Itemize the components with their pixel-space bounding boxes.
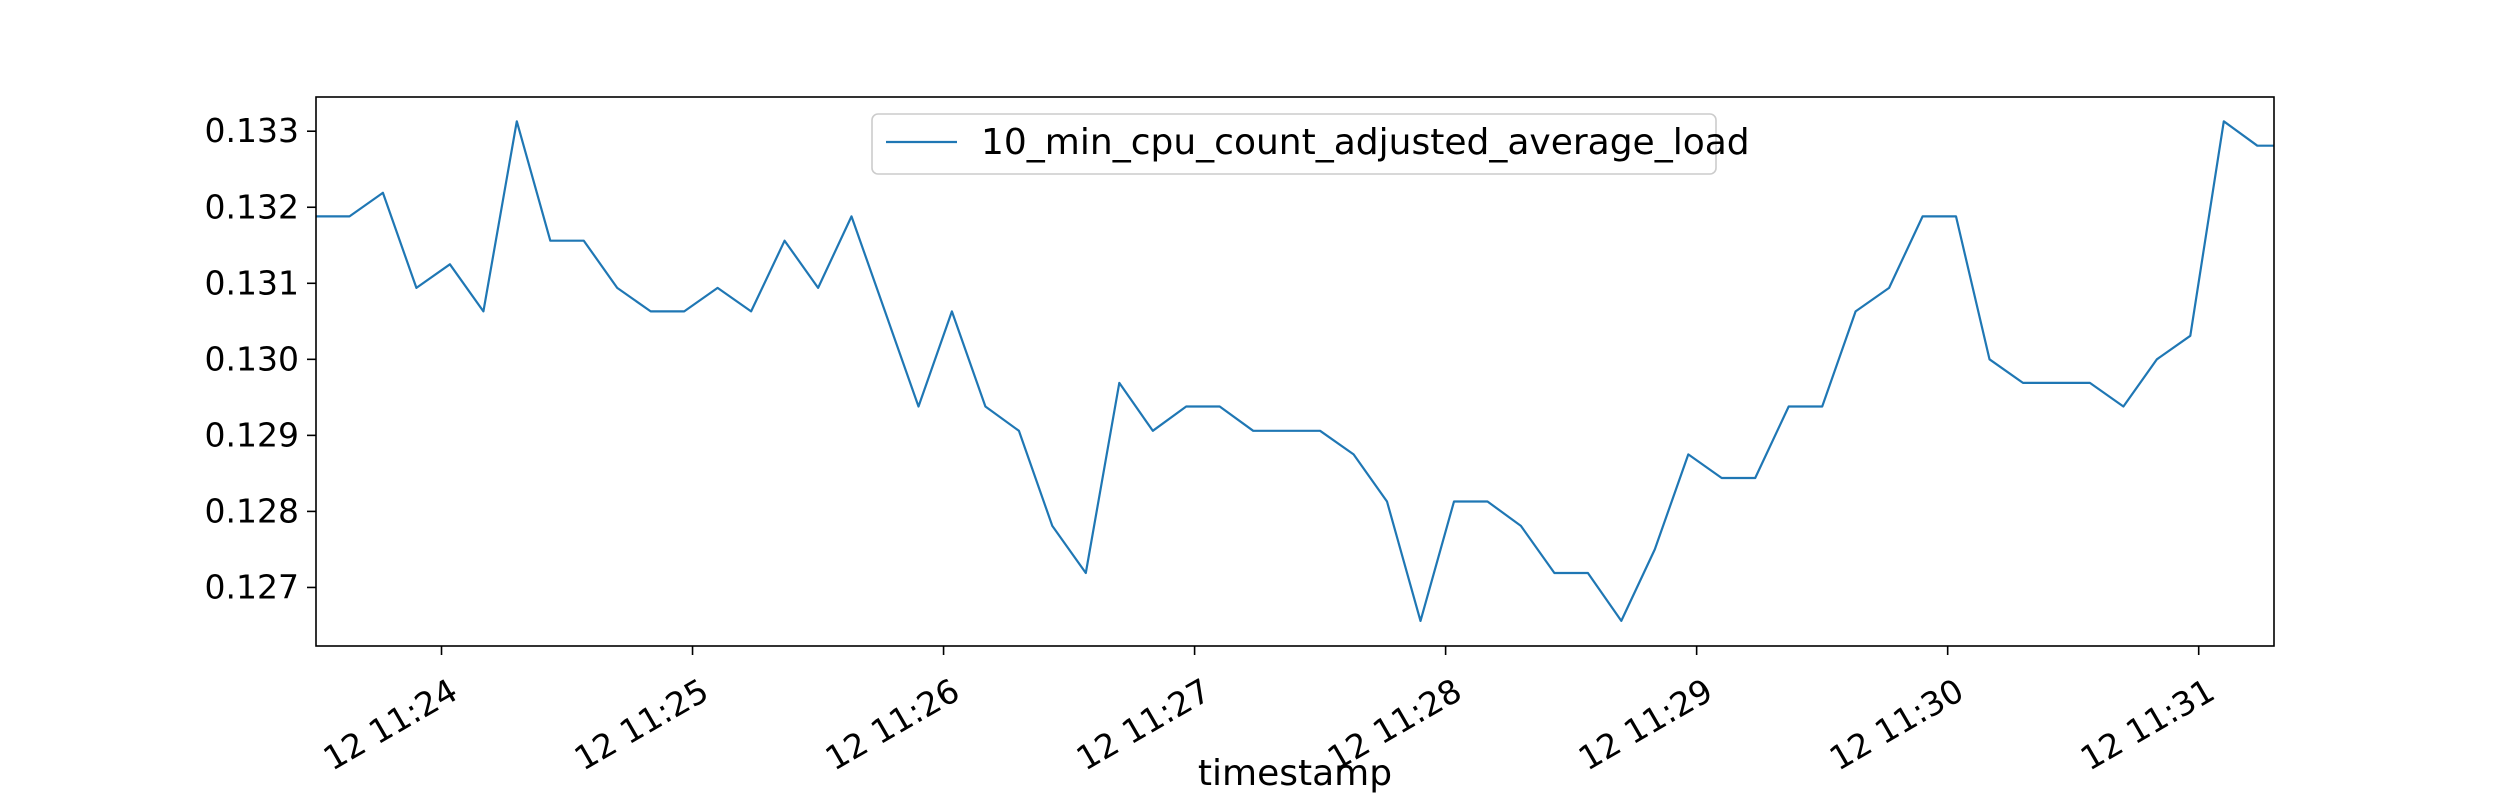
series-line-cpu-load xyxy=(316,120,2274,623)
y-tick-label: 0.127 xyxy=(205,567,299,606)
x-axis-title: timestamp xyxy=(1198,753,1392,794)
plot-area xyxy=(316,120,2274,623)
y-tick-label: 0.133 xyxy=(205,111,299,150)
y-tick-label: 0.131 xyxy=(205,263,299,302)
y-tick-label: 0.132 xyxy=(205,187,299,226)
y-tick-label: 0.129 xyxy=(205,415,299,454)
legend-box xyxy=(871,113,1717,175)
legend-label: 10_min_cpu_count_adjusted_average_load xyxy=(981,122,1750,163)
legend: 10_min_cpu_count_adjusted_average_load xyxy=(871,113,1750,175)
y-axis: 0.127 0.128 0.129 0.130 0.131 0.132 0.133 xyxy=(205,111,316,606)
axes-frame xyxy=(315,96,2275,647)
y-tick-label: 0.128 xyxy=(205,491,299,530)
y-tick-label: 0.130 xyxy=(205,339,299,378)
